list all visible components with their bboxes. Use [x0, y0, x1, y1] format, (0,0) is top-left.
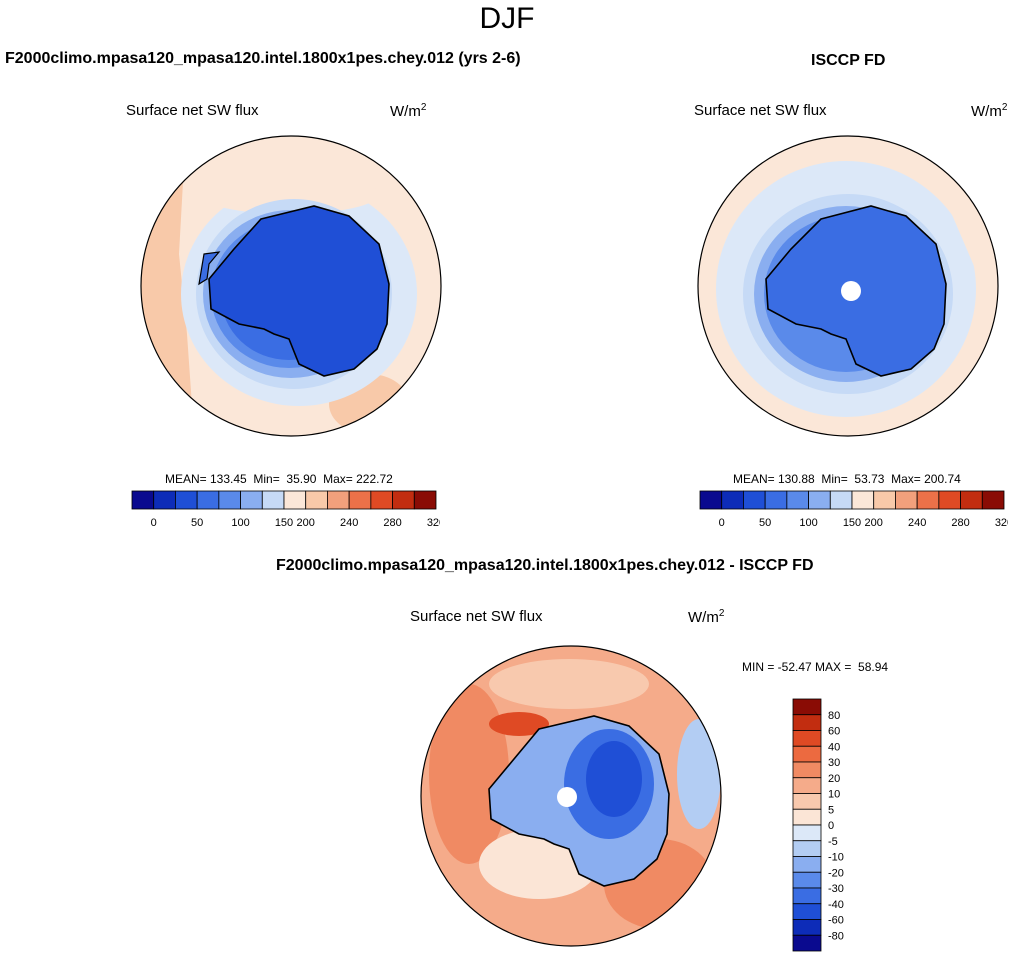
model-colorbar-label: 150 — [275, 517, 293, 529]
diff-colorbar-swatch — [792, 919, 822, 936]
diff-colorbar-swatch — [792, 714, 822, 731]
model-colorbar-label: 240 — [340, 517, 358, 529]
diff-colorbar-swatch — [792, 824, 822, 842]
diff-colorbar-swatch — [792, 698, 822, 716]
model-colorbar: 0 50 100 150 200 240 280 320 — [131, 490, 440, 529]
obs-colorbar-swatch — [808, 490, 831, 510]
obs-colorbar-label: 100 — [799, 517, 817, 529]
diff-colorbar-label: 20 — [828, 773, 840, 785]
diff-colorbar-swatch — [792, 793, 822, 810]
diff-colorbar-label: -20 — [828, 867, 844, 879]
season-title: DJF — [479, 2, 535, 35]
model-map — [140, 135, 442, 437]
obs-colorbar-swatch — [699, 490, 723, 510]
model-colorbar-swatch — [348, 490, 372, 510]
panel2-units: W/m2 — [971, 102, 1008, 120]
diff-colorbar-label: -60 — [828, 915, 844, 927]
obs-colorbar-label: 150 — [843, 517, 861, 529]
panel2-title: ISCCP FD — [811, 52, 886, 69]
obs-colorbar-swatch — [895, 490, 918, 510]
diff-colorbar-swatch — [792, 745, 822, 763]
obs-colorbar-swatch — [721, 490, 744, 510]
diff-colorbar-swatch — [792, 808, 822, 826]
obs-colorbar-label: 280 — [951, 517, 969, 529]
model-colorbar-swatch — [392, 490, 415, 510]
model-colorbar-label: 200 — [297, 517, 315, 529]
obs-colorbar-swatch — [764, 490, 788, 510]
model-colorbar-swatch — [261, 490, 285, 510]
model-colorbar-swatch — [131, 490, 155, 510]
obs-colorbar-label: 320 — [995, 517, 1008, 529]
model-colorbar-swatch — [153, 490, 176, 510]
model-colorbar-swatch — [175, 490, 198, 510]
diff-units: W/m2 — [688, 608, 725, 626]
model-colorbar-swatch — [413, 490, 437, 510]
obs-colorbar-label: 0 — [719, 517, 725, 529]
obs-colorbar-label: 240 — [908, 517, 926, 529]
diff-colorbar-swatch — [792, 856, 822, 873]
diff-colorbar-swatch — [792, 840, 822, 857]
obs-colorbar-swatch — [873, 490, 896, 510]
diff-colorbar-label: 40 — [828, 741, 840, 753]
model-colorbar-label: 280 — [383, 517, 401, 529]
obs-map — [697, 135, 999, 437]
model-colorbar-label: 100 — [231, 517, 249, 529]
diff-title: F2000climo.mpasa120_mpasa120.intel.1800x… — [276, 557, 814, 574]
obs-colorbar-label: 200 — [865, 517, 883, 529]
model-colorbar-swatch — [370, 490, 393, 510]
obs-colorbar-swatch — [743, 490, 766, 510]
obs-colorbar-swatch — [981, 490, 1005, 510]
panel1-variable: Surface net SW flux — [126, 102, 259, 119]
diff-colorbar-swatch — [792, 871, 822, 889]
diff-colorbar-label: -40 — [828, 899, 844, 911]
model-colorbar-swatch — [240, 490, 263, 510]
model-colorbar-swatch — [305, 490, 328, 510]
obs-colorbar-swatch — [938, 490, 961, 510]
model-colorbar-swatch — [218, 490, 241, 510]
model-colorbar-swatch — [196, 490, 220, 510]
diff-colorbar-swatch — [792, 777, 822, 794]
model-colorbar-label: 0 — [151, 517, 157, 529]
diff-colorbar-label: 10 — [828, 789, 840, 801]
diff-colorbar-swatch — [792, 761, 822, 779]
diff-colorbar-swatch — [792, 934, 822, 952]
diff-colorbar: 80 60 40 30 20 10 5 0 -5 -10 -20 -30 -40 -60 -80 — [792, 698, 844, 952]
panel1-stats: MEAN= 133.45 Min= 35.90 Max= 222.72 — [165, 472, 393, 486]
diff-colorbar-label: 60 — [828, 726, 840, 738]
obs-colorbar-swatch — [916, 490, 940, 510]
panel1-units: W/m2 — [390, 102, 427, 120]
panel2-stats: MEAN= 130.88 Min= 53.73 Max= 200.74 — [733, 472, 961, 486]
model-colorbar-swatch — [327, 490, 350, 510]
diff-stats: MIN = -52.47 MAX = 58.94 — [742, 660, 889, 674]
diff-colorbar-label: 80 — [828, 710, 840, 722]
diff-colorbar-swatch — [792, 730, 822, 747]
obs-colorbar-swatch — [851, 490, 875, 510]
model-colorbar-swatch — [283, 490, 307, 510]
diff-colorbar-label: -30 — [828, 883, 844, 895]
diff-colorbar-swatch — [792, 887, 822, 905]
diff-colorbar-label: -10 — [828, 852, 844, 864]
obs-colorbar-label: 50 — [759, 517, 771, 529]
diff-colorbar-label: -80 — [828, 930, 844, 942]
diff-colorbar-label: 0 — [828, 820, 834, 832]
diff-variable: Surface net SW flux — [410, 608, 543, 625]
panel2-variable: Surface net SW flux — [694, 102, 827, 119]
model-colorbar-label: 50 — [191, 517, 203, 529]
panel1-title: F2000climo.mpasa120_mpasa120.intel.1800x… — [5, 50, 521, 67]
diff-colorbar-label: 30 — [828, 757, 840, 769]
obs-colorbar-swatch — [786, 490, 809, 510]
diff-colorbar-label: -5 — [828, 836, 838, 848]
diff-map — [420, 645, 722, 947]
obs-colorbar: 0 50 100 150 200 240 280 320 — [699, 490, 1008, 529]
obs-colorbar-swatch — [960, 490, 983, 510]
diff-colorbar-label: 5 — [828, 804, 834, 816]
diff-colorbar-swatch — [792, 903, 822, 920]
obs-colorbar-swatch — [829, 490, 853, 510]
model-colorbar-label: 320 — [427, 517, 440, 529]
